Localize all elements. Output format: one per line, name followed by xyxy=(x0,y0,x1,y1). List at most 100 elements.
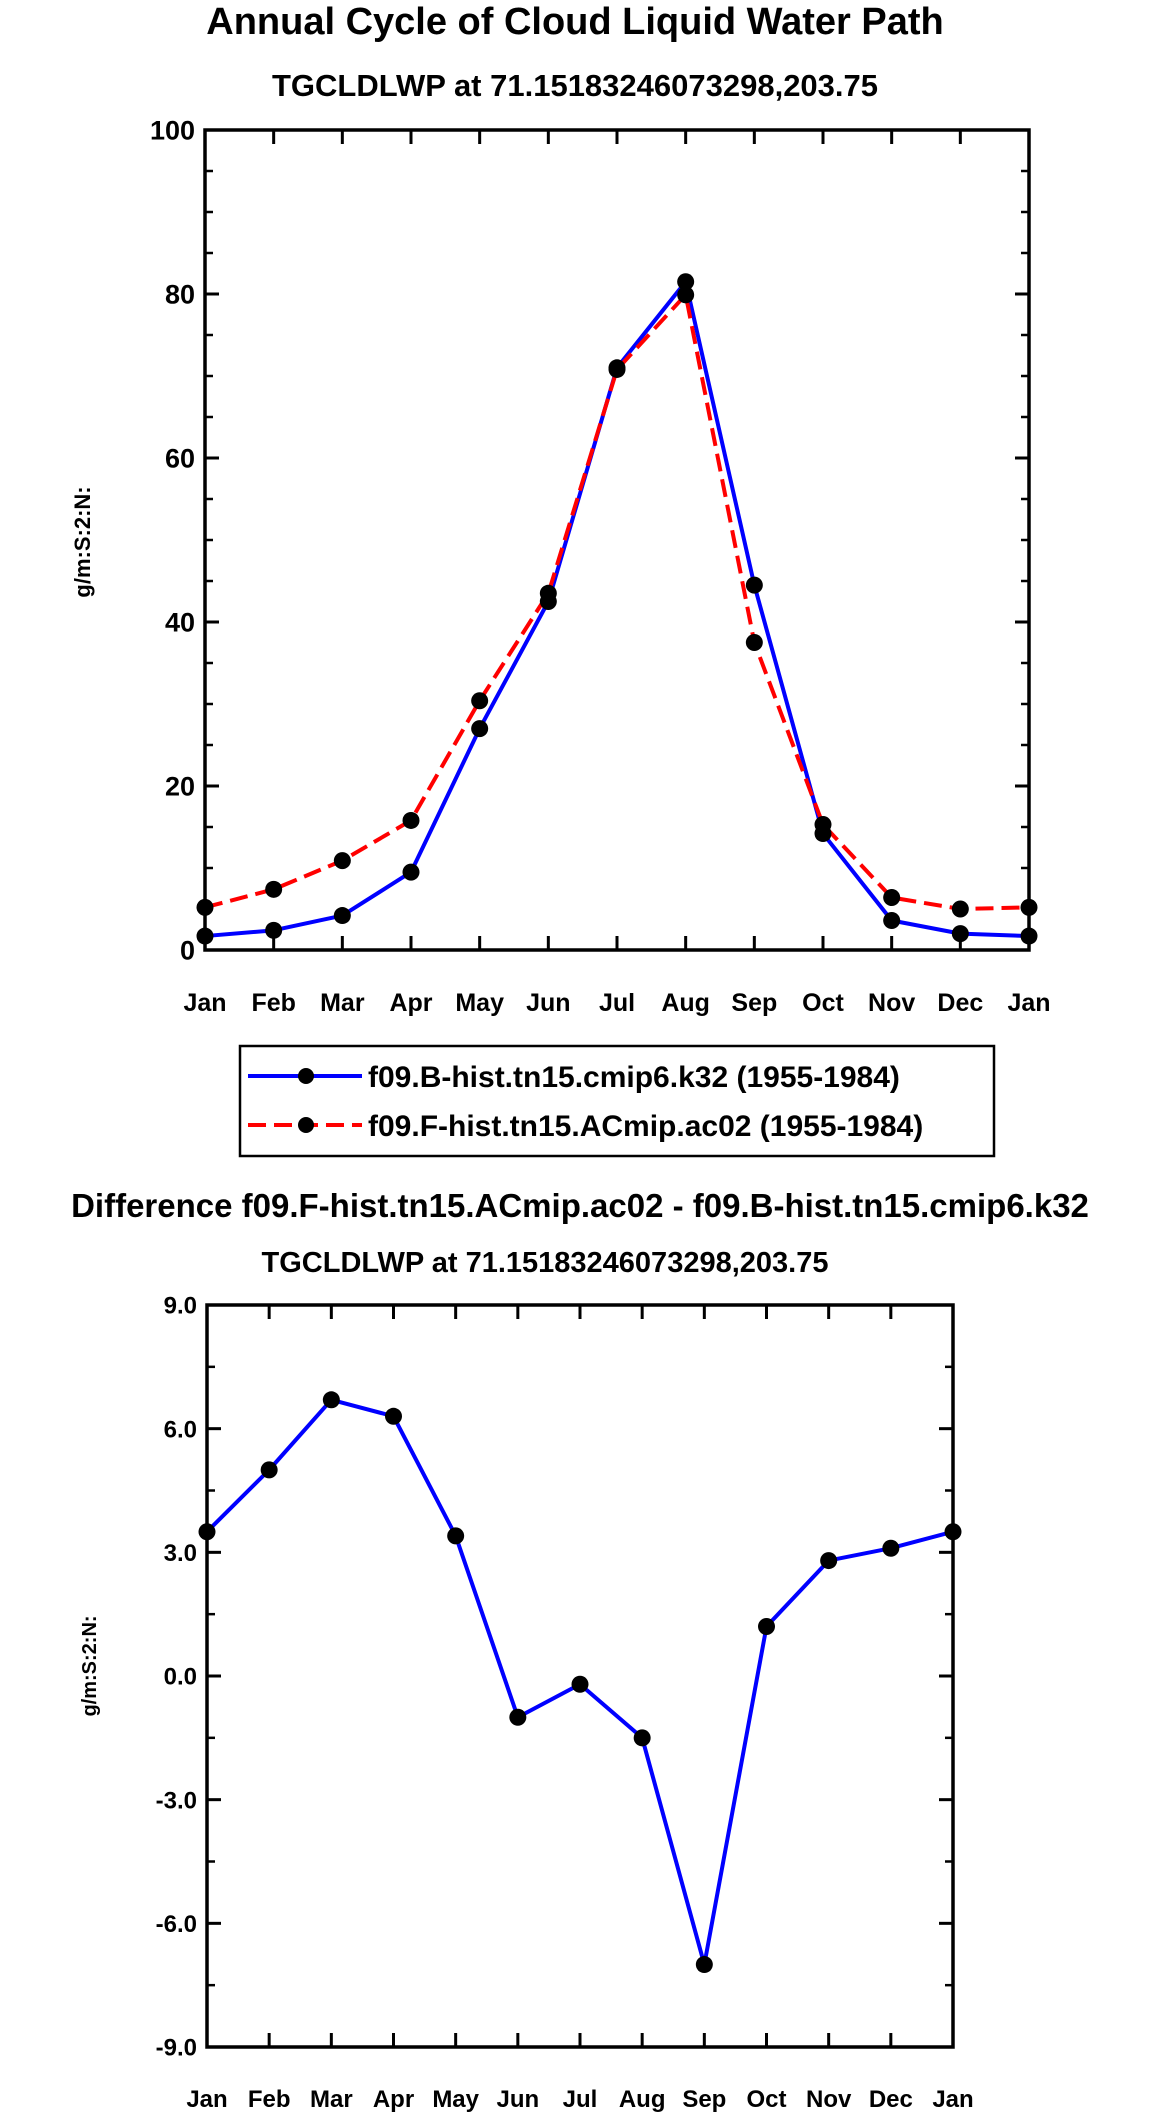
y-tick-label: 0.0 xyxy=(164,1664,197,1691)
series-1-point xyxy=(951,925,969,943)
legend-marker-series-2 xyxy=(298,1117,314,1133)
x-tick-label: Feb xyxy=(248,2086,291,2113)
y-tick-label: 100 xyxy=(150,116,195,146)
x-tick-label: Jun xyxy=(526,989,570,1017)
series-1-point xyxy=(882,1539,900,1557)
y-axis-label: g/m:S:2:N: xyxy=(70,486,95,597)
axis-ticks xyxy=(205,1303,955,2049)
series-2-point xyxy=(539,584,557,602)
series-2-point xyxy=(745,634,763,651)
chart-subtitle: TGCLDLWP at 71.15183246073298,203.75 xyxy=(272,68,878,103)
x-tick-label: Aug xyxy=(661,989,710,1017)
y-tick-label: 0 xyxy=(180,936,195,966)
y-tick-label: 80 xyxy=(165,280,195,310)
series-1-point xyxy=(677,273,695,291)
series-1-point xyxy=(265,921,283,939)
x-tick-label: Feb xyxy=(251,989,295,1017)
series-1-point xyxy=(883,911,901,929)
y-tick-label: 40 xyxy=(165,608,195,638)
series-2-point xyxy=(333,852,351,870)
x-tick-label: Apr xyxy=(389,989,432,1017)
y-tick-label: 9.0 xyxy=(164,1293,197,1320)
series-2-point xyxy=(677,286,695,304)
series-1-point xyxy=(385,1407,402,1425)
x-tick-labels: Jan Feb Mar Apr May Jun Jul Aug Sep Oct Nov Dec Jan xyxy=(186,2086,973,2113)
x-tick-label: May xyxy=(432,2086,479,2113)
x-tick-label: Jan xyxy=(932,2086,973,2113)
series-line-1 xyxy=(204,279,1030,939)
y-tick-labels: -9.0 -6.0 -3.0 0.0 3.0 6.0 9.0 xyxy=(156,1293,197,2062)
series-2-point xyxy=(402,811,420,829)
series-1-point xyxy=(695,1956,713,1974)
x-tick-label: Jul xyxy=(563,2086,598,2113)
series-1-point xyxy=(447,1527,465,1545)
y-tick-label: -3.0 xyxy=(156,1787,197,1814)
series-1-point xyxy=(944,1523,962,1541)
x-tick-label: Sep xyxy=(682,2086,726,2113)
x-tick-label: Oct xyxy=(746,2086,786,2113)
series-2-point xyxy=(883,889,901,907)
data-series xyxy=(196,273,1038,945)
series-1-point xyxy=(322,1391,340,1409)
x-tick-label: Jan xyxy=(183,989,226,1017)
data-series xyxy=(198,1391,962,1974)
x-tick-label: Jun xyxy=(496,2086,539,2113)
legend-box xyxy=(238,1044,996,1158)
axis-ticks xyxy=(203,128,1031,952)
chart-title: Annual Cycle of Cloud Liquid Water Path xyxy=(206,1,944,43)
series-1-point xyxy=(471,720,489,738)
series-1-point xyxy=(1020,927,1038,945)
chart-subtitle: TGCLDLWP at 71.15183246073298,203.75 xyxy=(262,1247,829,1279)
x-tick-label: Oct xyxy=(802,989,844,1017)
series-1-point xyxy=(196,927,214,945)
legend-label-series-2: f09.F-hist.tn15.ACmip.ac02 (1955-1984) xyxy=(368,1110,923,1143)
series-1-point xyxy=(820,1552,838,1570)
series-1-point xyxy=(745,576,763,594)
series-2-point xyxy=(951,900,969,918)
plot-frame xyxy=(203,128,1031,952)
series-line-2 xyxy=(204,292,1030,911)
series-1-point xyxy=(333,907,351,925)
series-1-point xyxy=(571,1675,589,1693)
series-2-point xyxy=(1020,898,1038,916)
x-tick-label: Dec xyxy=(937,989,983,1017)
legend-label-series-1: f09.B-hist.tn15.cmip6.k32 (1955-1984) xyxy=(368,1061,900,1094)
x-tick-label: Sep xyxy=(731,989,777,1017)
difference-chart: Difference f09.F-hist.tn15.ACmip.ac02 - … xyxy=(71,1187,1089,2113)
y-axis-label: g/m:S:2:N: xyxy=(79,1615,101,1716)
x-tick-label: Aug xyxy=(619,2086,666,2113)
y-tick-label: 6.0 xyxy=(164,1416,197,1443)
x-tick-label: Jan xyxy=(186,2086,227,2113)
legend-marker-series-1 xyxy=(298,1068,314,1084)
series-1-point xyxy=(198,1523,216,1541)
x-tick-label: May xyxy=(455,989,504,1017)
series-2-point xyxy=(814,816,832,834)
x-tick-label: Nov xyxy=(868,989,915,1017)
y-tick-label: 20 xyxy=(165,772,195,802)
x-tick-label: Nov xyxy=(806,2086,852,2113)
y-tick-label: -6.0 xyxy=(156,1911,197,1938)
x-tick-label: Mar xyxy=(320,989,365,1017)
annual-cycle-chart: Annual Cycle of Cloud Liquid Water Path … xyxy=(70,1,1051,1158)
x-tick-label: Jul xyxy=(599,989,635,1017)
series-1-point xyxy=(402,863,420,881)
x-tick-labels: Jan Feb Mar Apr May Jun Jul Aug Sep Oct Nov Dec Jan xyxy=(183,989,1050,1017)
y-tick-labels: 0 20 40 60 80 100 xyxy=(150,116,195,966)
series-1-point xyxy=(633,1729,651,1747)
x-tick-label: Dec xyxy=(869,2086,913,2113)
y-tick-label: -9.0 xyxy=(156,2035,197,2062)
series-1-point xyxy=(260,1461,278,1479)
y-tick-label: 3.0 xyxy=(164,1540,197,1567)
series-2-point xyxy=(471,692,489,710)
x-tick-label: Jan xyxy=(1007,989,1050,1017)
series-1-point xyxy=(758,1618,775,1636)
x-tick-label: Mar xyxy=(310,2086,353,2113)
y-tick-label: 60 xyxy=(165,444,195,474)
series-1-point xyxy=(509,1708,527,1726)
series-2-point xyxy=(196,898,214,916)
chart-title: Difference f09.F-hist.tn15.ACmip.ac02 - … xyxy=(71,1187,1089,1224)
x-tick-label: Apr xyxy=(373,2086,414,2113)
legend: f09.B-hist.tn15.cmip6.k32 (1955-1984) f0… xyxy=(238,1044,996,1158)
series-2-point xyxy=(608,360,626,378)
